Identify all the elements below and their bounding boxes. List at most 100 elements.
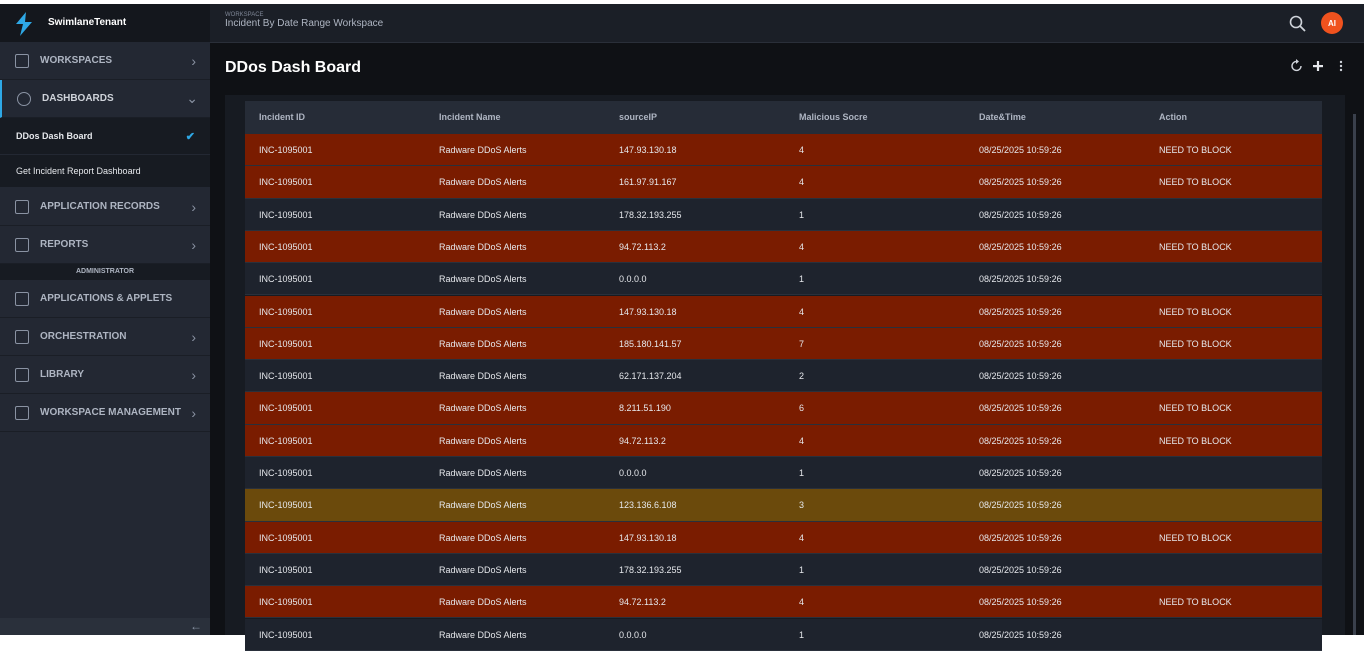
table-cell: INC-1095001 (259, 145, 313, 155)
table-cell: 3 (799, 500, 805, 511)
nav-item[interactable]: WORKSPACE MANAGEMENT › (0, 394, 210, 432)
table-cell: 08/25/2025 10:59:26 (979, 435, 1062, 446)
table-cell: NEED TO BLOCK (1159, 403, 1232, 414)
search-button[interactable] (1289, 15, 1307, 33)
table-cell: 08/25/2025 10:59:26 (979, 371, 1062, 382)
section-label: ADMINISTRATOR (0, 264, 210, 280)
table-cell: NEED TO BLOCK (1159, 597, 1232, 608)
table-row[interactable]: INC-1095001 Radware DDoS Alerts 161.97.91.… (245, 166, 1322, 199)
table-cell: NEED TO BLOCK (1159, 532, 1232, 543)
table-cell: 08/25/2025 10:59:26 (979, 532, 1062, 543)
column-header[interactable]: Malicious Socre (799, 112, 868, 122)
table-cell: Radware DDoS Alerts (439, 468, 527, 478)
table-row[interactable]: INC-1095001 Radware DDoS Alerts 94.72.113.… (245, 230, 1322, 264)
table-cell: 4 (799, 597, 805, 608)
table-cell: 08/25/2025 10:59:26 (979, 177, 1062, 188)
chevron: › (191, 328, 196, 345)
toolbar (1291, 59, 1343, 72)
table-row[interactable]: INC-1095001 Radware DDoS Alerts 0.0.0.0 1 08… (245, 263, 1322, 296)
nav-item[interactable]: APPLICATIONS & APPLETS (0, 280, 210, 318)
table-row[interactable]: INC-1095001 Radware DDoS Alerts 8.211.51.1… (245, 392, 1322, 425)
brand-bar: SwimlaneTenant (0, 4, 210, 42)
table-cell: Radware DDoS Alerts (439, 338, 527, 349)
scrollbar[interactable] (1353, 114, 1356, 635)
table-cell: Radware DDoS Alerts (439, 597, 527, 608)
table-cell: 08/25/2025 10:59:26 (979, 468, 1062, 478)
nav-item[interactable]: LIBRARY › (0, 356, 210, 394)
sidebar: SwimlaneTenant ← WORKSPACES › DASHBOARDS ⌄ D… (0, 4, 212, 635)
table-row[interactable]: INC-1095001 Radware DDoS Alerts 185.180.14… (245, 327, 1322, 361)
more-button[interactable] (1339, 60, 1343, 72)
table-cell: Radware DDoS Alerts (439, 532, 527, 543)
table-cell: Radware DDoS Alerts (439, 177, 527, 188)
table-row[interactable]: INC-1095001 Radware DDoS Alerts 147.93.130… (245, 134, 1322, 167)
nav-item[interactable]: REPORTS › (0, 226, 210, 264)
table-cell: NEED TO BLOCK (1159, 435, 1232, 446)
table-row[interactable]: INC-1095001 Radware DDoS Alerts 123.136.6.… (245, 489, 1322, 522)
table-cell: 4 (799, 532, 805, 543)
table-cell: INC-1095001 (259, 274, 313, 285)
refresh-button[interactable] (1291, 59, 1302, 72)
table-cell: Radware DDoS Alerts (439, 500, 527, 511)
nav-label: WORKSPACES (40, 55, 113, 66)
table-cell: 4 (799, 177, 805, 188)
table-cell: 161.97.91.167 (619, 177, 677, 188)
nav-label: ORCHESTRATION (40, 331, 127, 342)
table-cell: INC-1095001 (259, 241, 313, 252)
add-button[interactable] (1313, 61, 1323, 71)
table-cell: 4 (799, 145, 805, 155)
table-cell: 147.93.130.18 (619, 532, 677, 543)
column-header[interactable]: sourceIP (619, 112, 658, 122)
column-header[interactable]: Date&Time (979, 112, 1026, 122)
table-row[interactable]: INC-1095001 Radware DDoS Alerts 147.93.130… (245, 521, 1322, 554)
main: WORKSPACE Incident By Date Range Workspa… (210, 4, 1364, 651)
table-cell: INC-1095001 (259, 403, 313, 414)
nav-item[interactable]: ORCHESTRATION › (0, 318, 210, 356)
workspace-label: WORKSPACE (225, 12, 264, 18)
table-cell: Radware DDoS Alerts (439, 435, 527, 446)
dashboard-link[interactable]: DDos Dash Board ✔ (0, 118, 210, 155)
table-cell: 1 (799, 209, 805, 220)
table-cell: Radware DDoS Alerts (439, 564, 527, 575)
table-cell: 0.0.0.0 (619, 274, 647, 285)
chevron: › (191, 366, 196, 383)
nav-icon (15, 199, 29, 214)
table-cell: 147.93.130.18 (619, 306, 677, 317)
table-cell: Radware DDoS Alerts (439, 306, 527, 317)
table-cell: INC-1095001 (259, 500, 313, 511)
table-cell: NEED TO BLOCK (1159, 145, 1232, 155)
nav-icon (15, 329, 29, 344)
avatar[interactable]: AI (1321, 12, 1343, 34)
table-cell: INC-1095001 (259, 306, 313, 317)
table-cell: 2 (799, 371, 805, 382)
table-row[interactable]: INC-1095001 Radware DDoS Alerts 178.32.193… (245, 553, 1322, 587)
table-cell: 1 (799, 274, 805, 285)
table-row[interactable]: INC-1095001 Radware DDoS Alerts 178.32.193… (245, 198, 1322, 231)
table-cell: 08/25/2025 10:59:26 (979, 403, 1062, 414)
dashboard-link[interactable]: Get Incident Report Dashboard (0, 155, 210, 188)
nav-item[interactable]: DASHBOARDS ⌄ (0, 80, 212, 118)
chevron: ⌄ (186, 90, 198, 106)
nav-item[interactable]: WORKSPACES › (0, 42, 210, 80)
column-header[interactable]: Action (1159, 112, 1187, 122)
table-row[interactable]: INC-1095001 Radware DDoS Alerts 62.171.137… (245, 360, 1322, 393)
table-cell: 08/25/2025 10:59:26 (979, 564, 1062, 575)
table-cell: 7 (799, 338, 805, 349)
table-row[interactable]: INC-1095001 Radware DDoS Alerts 147.93.130… (245, 295, 1322, 328)
nav-icon (17, 91, 31, 106)
nav-icon (15, 291, 29, 306)
table-cell: Radware DDoS Alerts (439, 209, 527, 220)
table-cell: 08/25/2025 10:59:26 (979, 500, 1062, 511)
table-cell: 147.93.130.18 (619, 145, 677, 155)
column-header[interactable]: Incident ID (259, 112, 306, 122)
table-row[interactable]: INC-1095001 Radware DDoS Alerts 94.72.113.… (245, 424, 1322, 457)
table-row[interactable]: INC-1095001 Radware DDoS Alerts 94.72.113.… (245, 586, 1322, 619)
table-cell: INC-1095001 (259, 597, 313, 608)
table-cell: 4 (799, 435, 805, 446)
nav-item[interactable]: APPLICATION RECORDS › (0, 188, 210, 226)
collapse-bar[interactable]: ← (0, 618, 210, 635)
workspace-name[interactable]: Incident By Date Range Workspace (225, 18, 384, 29)
table-row[interactable]: INC-1095001 Radware DDoS Alerts 0.0.0.0 1 08… (245, 457, 1322, 490)
table-cell: INC-1095001 (259, 468, 313, 478)
column-header[interactable]: Incident Name (439, 112, 501, 122)
